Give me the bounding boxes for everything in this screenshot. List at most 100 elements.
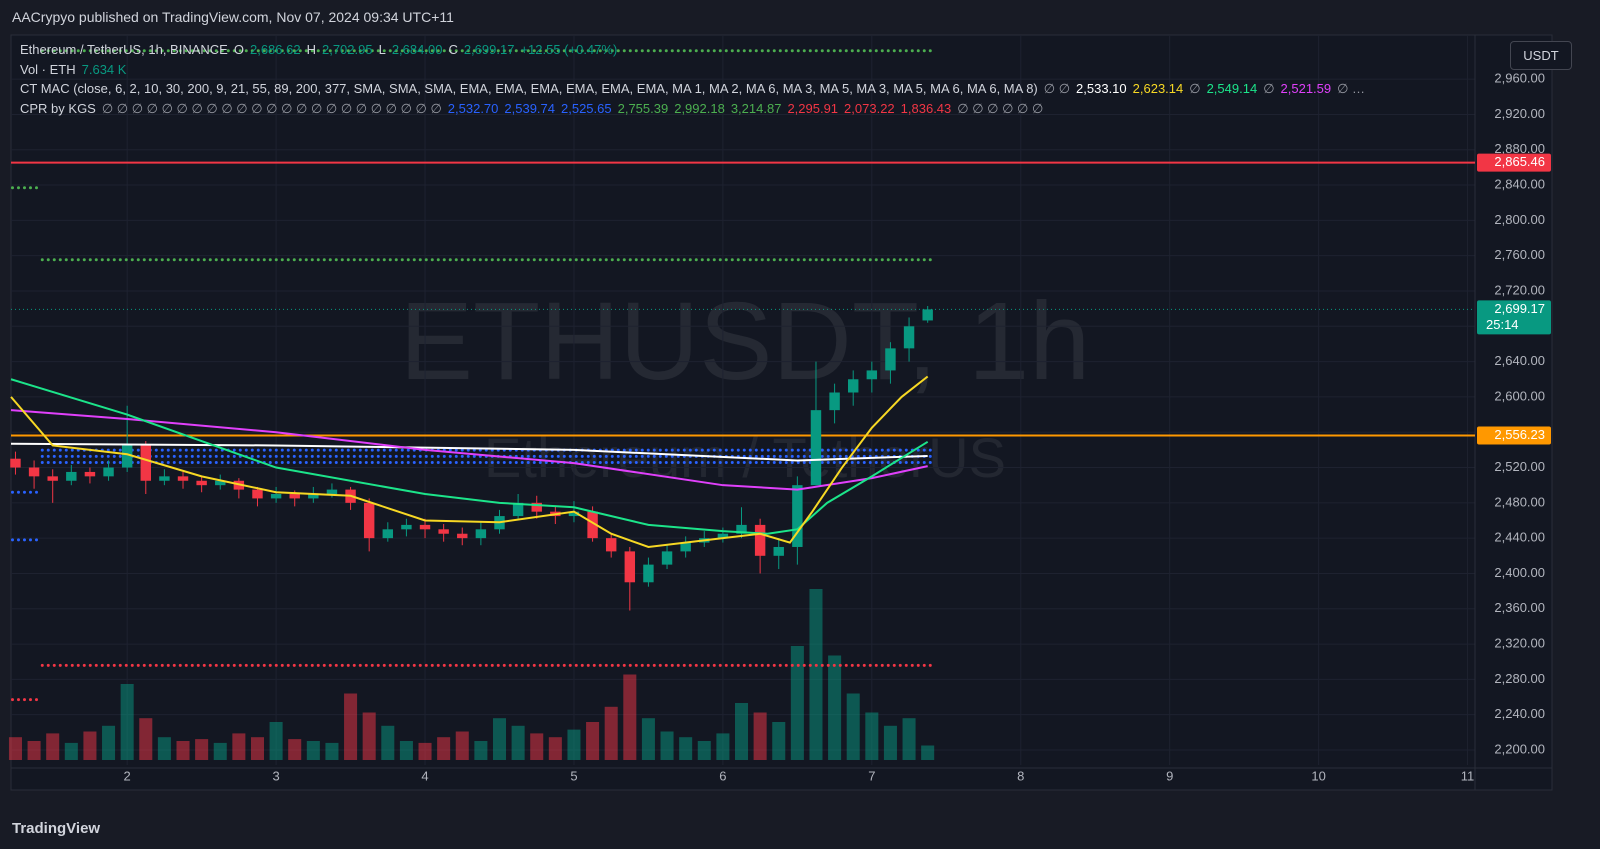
volume-bar bbox=[102, 725, 116, 760]
candle-body bbox=[308, 494, 319, 499]
candle-body bbox=[457, 533, 468, 539]
candle-body bbox=[326, 489, 338, 495]
y-tick-label: 2,200.00 bbox=[1494, 741, 1545, 756]
candle-body bbox=[810, 410, 822, 486]
volume-bar bbox=[809, 589, 823, 760]
candle-body bbox=[84, 471, 96, 477]
candle-body bbox=[680, 542, 691, 552]
price-label-box bbox=[1477, 426, 1551, 445]
candle-body bbox=[177, 476, 189, 481]
volume-bar bbox=[120, 684, 134, 760]
ohlc-value: 2,684.00 bbox=[391, 42, 443, 57]
volume-bar bbox=[511, 725, 525, 760]
price-label: 2,699.17 bbox=[1494, 301, 1545, 316]
volume-bar bbox=[492, 718, 507, 760]
volume-bar bbox=[902, 718, 916, 760]
legend-row: Vol · ETH 7.634 K bbox=[20, 60, 1371, 80]
candle-body bbox=[829, 392, 840, 411]
legend-row: CPR by KGS ∅ ∅ ∅ ∅ ∅ ∅ ∅ ∅ ∅ ∅ ∅ ∅ ∅ ∅ ∅ … bbox=[20, 99, 1371, 119]
volume-bar bbox=[399, 741, 413, 760]
x-tick-label: 7 bbox=[868, 768, 875, 783]
volume-bar bbox=[641, 718, 655, 760]
price-label-box bbox=[1477, 300, 1551, 335]
volume-bar bbox=[213, 742, 227, 760]
indicator-value: 2,992.18 bbox=[674, 100, 725, 116]
chart-frame bbox=[10, 34, 1553, 791]
candle-body bbox=[382, 529, 394, 539]
volume-bar bbox=[381, 725, 395, 760]
na: ∅ bbox=[1189, 81, 1201, 96]
candle-body bbox=[215, 480, 226, 486]
volume-bar bbox=[288, 739, 302, 760]
volume-bar bbox=[604, 706, 618, 760]
candle-body bbox=[885, 348, 896, 371]
indicator-value: 2,755.39 bbox=[617, 100, 669, 116]
x-tick-label: 3 bbox=[272, 768, 279, 783]
price-label-box bbox=[1477, 153, 1551, 172]
legend: Ethereum / TetherUS, 1h, BINANCE O 2,686.6… bbox=[20, 40, 1371, 118]
candle-body bbox=[28, 467, 40, 477]
candle-body bbox=[121, 445, 133, 468]
currency-button[interactable]: USDT bbox=[1510, 41, 1572, 70]
candle-body bbox=[438, 529, 449, 534]
volume-bar bbox=[548, 737, 562, 760]
candle-body bbox=[512, 502, 524, 517]
volume-bar bbox=[734, 703, 749, 760]
volume-bar bbox=[344, 693, 358, 760]
indicator-value: 2,295.91 bbox=[787, 100, 839, 116]
candle-body bbox=[587, 511, 598, 539]
indicator-value: 2,539.74 bbox=[504, 100, 555, 116]
y-tick-label: 2,520.00 bbox=[1494, 459, 1545, 474]
y-tick-label: 2,640.00 bbox=[1494, 353, 1545, 368]
volume-bar bbox=[362, 712, 376, 760]
brand-logo[interactable]: TradingView bbox=[12, 820, 101, 837]
ohlc-value: 2,699.17 bbox=[463, 42, 515, 57]
y-tick-label: 2,400.00 bbox=[1494, 565, 1545, 580]
candle-body bbox=[568, 511, 580, 517]
countdown: 25:14 bbox=[1486, 317, 1519, 332]
candle-body bbox=[605, 538, 617, 552]
x-tick-label: 8 bbox=[1017, 768, 1024, 783]
y-tick-label: 2,720.00 bbox=[1494, 282, 1545, 297]
indicator-value: 1,836.43 bbox=[900, 100, 952, 116]
candle-body bbox=[401, 524, 412, 530]
ohlc-label: C bbox=[448, 42, 458, 57]
candle-body bbox=[363, 502, 375, 539]
indicator-label: CPR by KGS bbox=[20, 100, 96, 116]
na: ∅ … bbox=[1337, 81, 1366, 96]
volume-bar bbox=[623, 674, 637, 760]
vol-value: 7.634 K bbox=[81, 61, 127, 77]
indicator-value: 2,532.70 bbox=[447, 100, 499, 116]
na: ∅ bbox=[1263, 81, 1275, 96]
indicator-value: 2,525.65 bbox=[561, 100, 612, 116]
y-tick-label: 2,240.00 bbox=[1494, 706, 1545, 721]
volume-bar bbox=[250, 737, 264, 760]
indicator-label: CT MAC (close, 6, 2, 10, 30, 200, 9, 21,… bbox=[20, 81, 1038, 96]
candle-body bbox=[47, 476, 58, 481]
ohlc-label: H bbox=[306, 42, 316, 57]
y-tick-label: 2,840.00 bbox=[1494, 176, 1545, 191]
indicator-value: 2,623.14 bbox=[1132, 81, 1184, 96]
volume-bar bbox=[567, 729, 581, 760]
volume-bar bbox=[195, 739, 209, 760]
y-tick-label: 2,480.00 bbox=[1494, 494, 1545, 509]
candle-body bbox=[196, 480, 207, 486]
ohlc-label: O bbox=[233, 42, 244, 57]
volume-bar bbox=[46, 733, 60, 760]
indicator-value: 2,549.14 bbox=[1206, 81, 1258, 96]
ma-line bbox=[10, 409, 928, 491]
candle-body bbox=[140, 445, 151, 481]
volume-bar bbox=[753, 712, 767, 760]
x-tick-label: 6 bbox=[719, 768, 726, 783]
indicator-value: 2,073.22 bbox=[844, 100, 895, 116]
volume-bar bbox=[716, 733, 730, 760]
volume-bar bbox=[790, 646, 804, 760]
candle-body bbox=[624, 551, 636, 583]
volume-bar bbox=[83, 731, 97, 760]
y-tick-label: 2,280.00 bbox=[1494, 671, 1545, 686]
ma-line bbox=[10, 378, 929, 535]
volume-bar bbox=[530, 733, 544, 760]
y-tick-label: 2,920.00 bbox=[1494, 106, 1545, 121]
price-label: 2,556.23 bbox=[1494, 427, 1545, 442]
